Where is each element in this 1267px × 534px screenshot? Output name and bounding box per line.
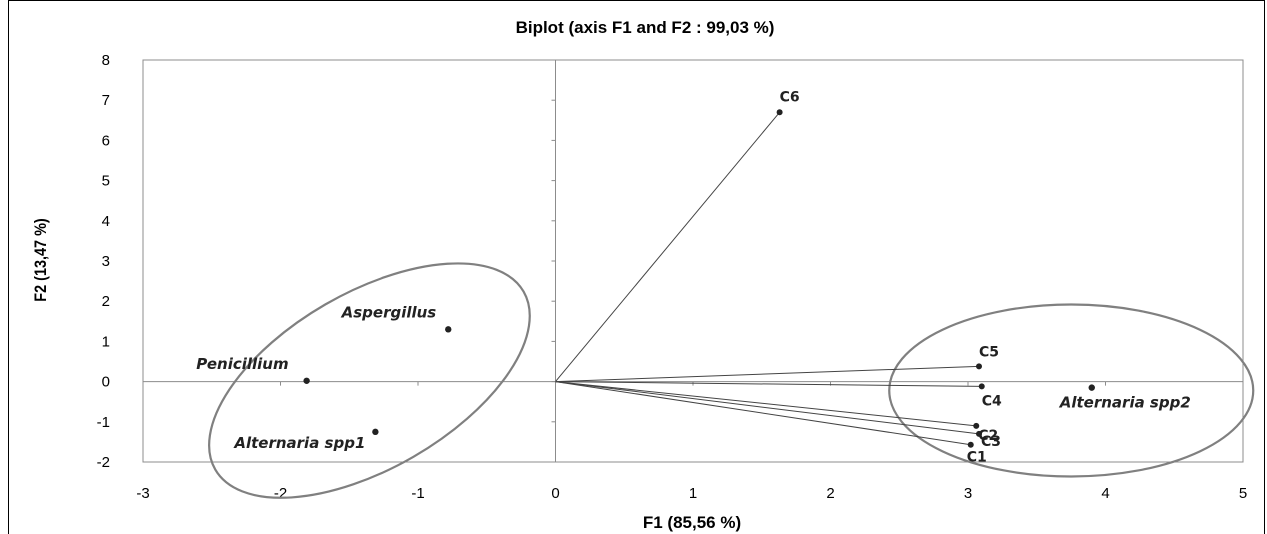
x-tick-label: -2 bbox=[274, 485, 287, 502]
vector-c1 bbox=[555, 381, 971, 446]
group-ellipse bbox=[208, 262, 531, 499]
axis-ticks: -3 -2 -1 0 1 2 3 4 5 -2 -1 0 1 2 3 4 5 6 7 8 bbox=[97, 52, 1248, 502]
point-aspergillus bbox=[445, 326, 452, 333]
plot-border bbox=[142, 59, 1244, 463]
y-tick-label: 7 bbox=[102, 92, 110, 109]
y-tick-label: 3 bbox=[102, 253, 110, 270]
x-tick-label: -1 bbox=[411, 485, 424, 502]
point-alternaria-spp1 bbox=[372, 428, 379, 436]
label-aspergillus: Aspergillus bbox=[341, 303, 437, 321]
group-ellipse bbox=[888, 303, 1255, 478]
point-c6 bbox=[776, 109, 783, 116]
point-c4 bbox=[978, 383, 985, 390]
point-c5 bbox=[976, 363, 982, 370]
vector-c6 bbox=[555, 111, 781, 382]
data-points bbox=[303, 109, 1095, 448]
x-tick-label: 5 bbox=[1239, 485, 1247, 502]
y-tick-label: 4 bbox=[102, 213, 110, 230]
x-tick-label: 0 bbox=[551, 485, 559, 502]
y-tick-label: 8 bbox=[102, 52, 110, 69]
label-penicillium: Penicillium bbox=[196, 355, 288, 373]
point-penicillium bbox=[303, 377, 310, 384]
vector-c4 bbox=[555, 381, 982, 387]
y-axis-title: F2 (13,47 %) bbox=[32, 218, 50, 301]
y-tick-label: 0 bbox=[102, 374, 110, 391]
label-c1: C1 bbox=[967, 450, 987, 466]
x-tick-label: -3 bbox=[136, 485, 149, 502]
vector-c5 bbox=[555, 365, 980, 383]
point-c1 bbox=[967, 441, 974, 448]
variable-vectors bbox=[555, 111, 982, 446]
x-tick-label: 4 bbox=[1101, 485, 1109, 502]
label-alternaria-spp1: Alternaria spp1 bbox=[233, 434, 365, 452]
group-ellipses bbox=[208, 262, 1255, 499]
y-tick-label: 5 bbox=[102, 173, 110, 190]
label-c2: C2 bbox=[978, 428, 998, 444]
point-c3 bbox=[976, 430, 982, 437]
y-tick-label: 2 bbox=[102, 293, 110, 310]
label-c5: C5 bbox=[979, 344, 999, 360]
vector-c2 bbox=[555, 381, 977, 427]
chart-frame bbox=[8, 0, 1265, 534]
point-c2 bbox=[973, 422, 980, 429]
point-alternaria-spp2 bbox=[1088, 384, 1095, 391]
y-tick-label: -1 bbox=[97, 414, 110, 431]
x-tick-label: 2 bbox=[826, 485, 834, 502]
plot-area bbox=[142, 59, 1244, 463]
x-tick-label: 3 bbox=[964, 485, 972, 502]
y-tick-label: 1 bbox=[102, 333, 110, 350]
x-axis-title: F1 (85,56 %) bbox=[643, 513, 741, 532]
label-alternaria-spp2: Alternaria spp2 bbox=[1059, 394, 1191, 412]
y-tick-label: 6 bbox=[102, 132, 110, 149]
label-c6: C6 bbox=[780, 89, 800, 105]
label-c3: C3 bbox=[981, 434, 1001, 450]
y-tick-label: -2 bbox=[97, 454, 110, 471]
x-tick-label: 1 bbox=[689, 485, 697, 502]
chart-title: Biplot (axis F1 and F2 : 99,03 %) bbox=[516, 18, 775, 37]
label-c4: C4 bbox=[982, 393, 1002, 409]
vector-c3 bbox=[555, 381, 980, 435]
